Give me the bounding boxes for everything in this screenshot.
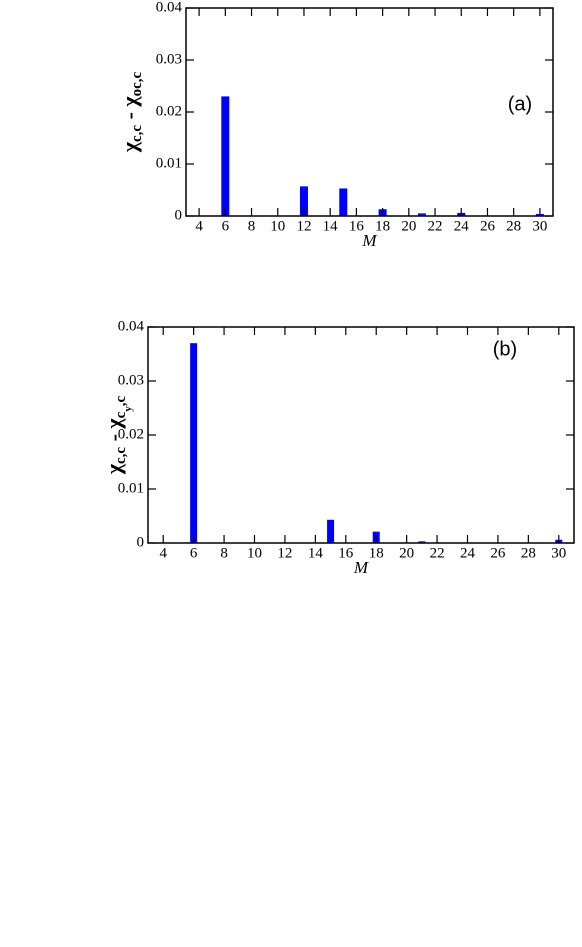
x-tick-label: 8: [248, 218, 256, 234]
x-tick-label: 14: [308, 545, 324, 561]
y-tick-label: 0.04: [156, 0, 183, 15]
x-tick-label: 24: [454, 218, 470, 234]
y-axis-label: χc,c - χoc,c: [117, 72, 145, 154]
x-tick-label: 20: [399, 545, 414, 561]
y-axis-label-part: χ: [101, 418, 126, 430]
y-axis-label-part: oc,c: [129, 72, 145, 97]
y-tick-label: 0.03: [156, 51, 182, 67]
y-axis-label-part: c: [113, 411, 129, 418]
x-tick-label: 12: [277, 545, 292, 561]
x-tick-label: 26: [490, 545, 506, 561]
x-tick-label: 10: [247, 545, 262, 561]
x-tick-label: 24: [460, 545, 476, 561]
y-tick-label: 0.01: [156, 155, 182, 171]
bar: [417, 213, 426, 216]
y-axis-label-part: -: [101, 429, 126, 447]
y-axis-label-part: χ: [117, 141, 142, 153]
x-tick-label: 22: [428, 218, 443, 234]
x-tick-label: 26: [480, 218, 496, 234]
x-tick-label: 4: [159, 545, 167, 561]
y-tick-label: 0: [175, 207, 183, 223]
x-tick-label: 18: [375, 218, 390, 234]
x-tick-label: 30: [551, 545, 566, 561]
x-tick-label: 16: [349, 218, 365, 234]
y-axis-label-part: c,c: [129, 125, 145, 142]
x-axis-label: M: [353, 558, 369, 577]
bar: [339, 188, 348, 216]
x-tick-label: 28: [521, 545, 536, 561]
x-tick-label: 4: [195, 218, 203, 234]
bar: [221, 96, 230, 216]
y-tick-label: 0.01: [118, 480, 144, 496]
x-tick-label: 6: [222, 218, 230, 234]
x-axis-label: M: [361, 231, 377, 250]
y-axis-label: χc,c - χcy,c: [101, 396, 133, 476]
y-tick-label: 0.02: [156, 103, 182, 119]
x-tick-label: 28: [506, 218, 521, 234]
annotation: (a): [508, 93, 532, 115]
x-tick-label: 22: [430, 545, 445, 561]
annotation: (b): [493, 338, 517, 360]
y-axis-label-part: c,c: [113, 447, 129, 464]
x-tick-label: 8: [220, 545, 228, 561]
bar: [418, 541, 426, 543]
y-axis-label-part: -: [117, 107, 142, 125]
x-tick-label: 14: [323, 218, 339, 234]
y-tick-label: 0.03: [118, 372, 144, 388]
y-axis-label-part: ,c: [113, 396, 129, 407]
plot-frame: [185, 7, 554, 217]
x-tick-label: 18: [369, 545, 384, 561]
y-tick-label: 0.02: [118, 426, 144, 442]
y-axis-label-part: χ: [101, 463, 126, 475]
bar: [299, 186, 308, 216]
y-axis-label-part: y: [122, 406, 134, 412]
y-tick-label: 0.04: [118, 318, 145, 334]
x-tick-label: 6: [190, 545, 198, 561]
bar: [327, 519, 335, 543]
y-tick-label: 0: [137, 534, 145, 550]
x-tick-label: 16: [338, 545, 354, 561]
x-tick-label: 10: [270, 218, 285, 234]
x-tick-label: 12: [296, 218, 311, 234]
x-tick-label: 20: [401, 218, 416, 234]
y-axis-label-part: χ: [117, 96, 142, 108]
bar: [190, 343, 198, 543]
x-tick-label: 30: [532, 218, 547, 234]
